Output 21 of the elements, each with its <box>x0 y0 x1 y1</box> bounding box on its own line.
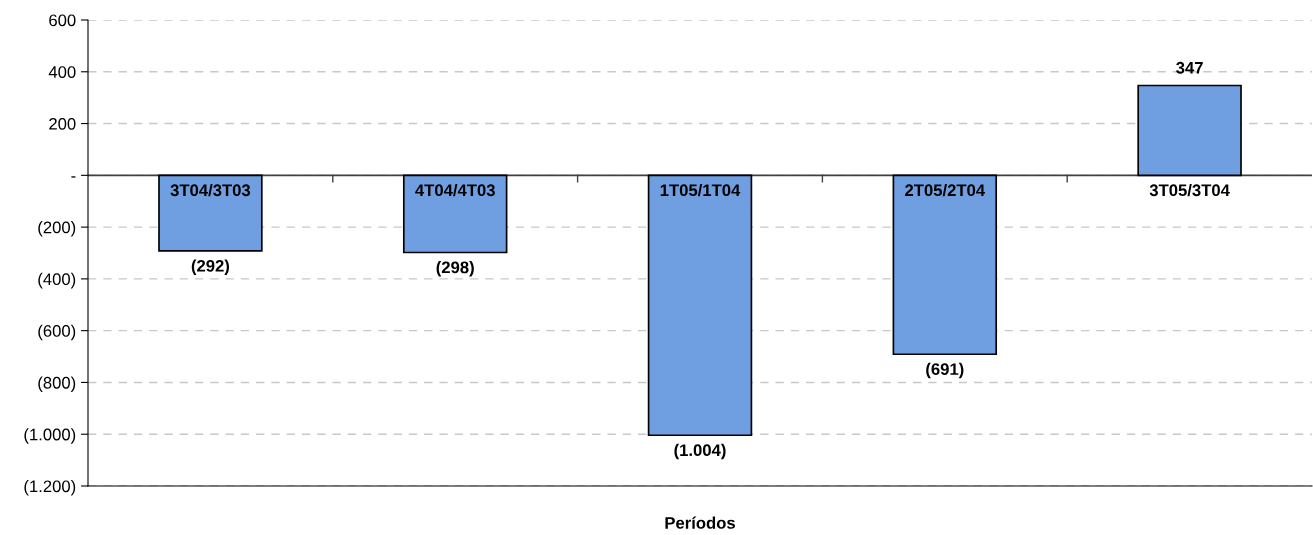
y-tick-label: - <box>71 176 76 178</box>
x-tick-label: 3T04/3T03 <box>170 183 251 197</box>
y-tick-label: (600) <box>38 324 76 341</box>
y-tick-label: (1.000) <box>24 428 76 444</box>
x-tick-label: 3T05/3T04 <box>1149 183 1230 197</box>
y-tick-label: (1.200) <box>24 479 76 496</box>
data-label: (1.004) <box>674 443 726 460</box>
y-tick-label: (400) <box>38 272 76 289</box>
y-tick-label: 200 <box>49 117 76 130</box>
data-label: (292) <box>191 259 230 276</box>
y-tick-label: (200) <box>38 221 76 237</box>
x-tick-label: 4T04/4T03 <box>415 183 495 197</box>
data-label: (298) <box>436 261 474 277</box>
y-tick-label: 600 <box>49 14 76 27</box>
y-tick-label: 400 <box>48 66 76 78</box>
x-tick-label: 2T05/2T04 <box>905 183 986 197</box>
y-tick-label: (800) <box>38 376 76 392</box>
x-tick-label: 1T05/1T04 <box>660 183 741 197</box>
data-label: 347 <box>1176 61 1203 74</box>
data-label: (691) <box>926 362 964 379</box>
x-axis-title: Períodos <box>665 516 735 529</box>
